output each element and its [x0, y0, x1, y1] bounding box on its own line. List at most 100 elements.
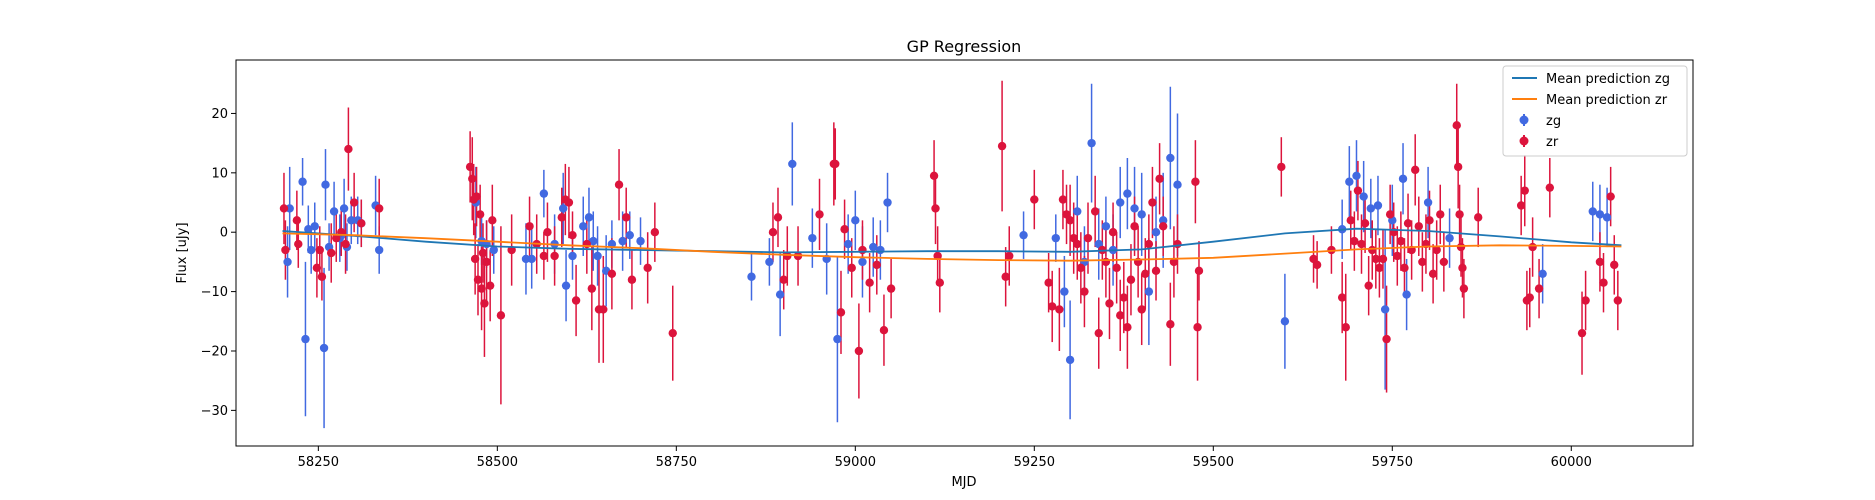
- zg-data-point: [306, 245, 316, 255]
- zr-data-point: [1581, 296, 1590, 305]
- zr-data-point: [477, 284, 486, 293]
- zr-data-point: [478, 248, 488, 258]
- zr-data-point: [1101, 257, 1111, 267]
- zg-data-point: [1398, 174, 1408, 183]
- zg-data-point: [374, 245, 384, 255]
- x-tick-label: 58500: [477, 455, 518, 470]
- zg-data-point: [561, 281, 571, 290]
- zr-data-point: [1094, 328, 1103, 338]
- zg-data-point: [1151, 228, 1161, 237]
- zg-data-point: [618, 236, 627, 246]
- x-tick-label: 59500: [1193, 455, 1234, 470]
- zr-data-point: [836, 308, 846, 317]
- zr-data-point: [1155, 174, 1164, 183]
- zg-data-point: [1073, 207, 1082, 216]
- zg-data-point: [876, 245, 885, 255]
- zr-data-point: [627, 275, 637, 284]
- zg-data-point: [1359, 192, 1368, 201]
- legend-box: [1502, 65, 1688, 157]
- zr-data-point: [1439, 257, 1449, 267]
- zr-data-point: [1364, 281, 1373, 290]
- zr-data-point: [1001, 272, 1010, 281]
- zr-data-point: [327, 248, 336, 258]
- zr-data-point: [1312, 260, 1322, 270]
- zr-data-point: [1169, 257, 1179, 267]
- zg-data-point: [843, 239, 853, 249]
- zg-data-point: [1602, 213, 1612, 222]
- zr-data-point: [614, 180, 624, 189]
- zr-data-point: [1119, 293, 1129, 302]
- zr-data-point: [1456, 242, 1466, 252]
- zr-data-point: [294, 239, 303, 249]
- zg-data-point: [1345, 177, 1354, 186]
- zg-data-point: [568, 251, 577, 261]
- zr-data-point: [281, 245, 290, 255]
- chart-title: GP Regression: [907, 37, 1022, 56]
- zg-data-point: [298, 177, 307, 186]
- zr-data-point: [341, 239, 350, 249]
- zr-data-point: [1112, 263, 1121, 273]
- zr-data-point: [847, 263, 856, 273]
- x-tick-label: 59250: [1014, 455, 1055, 470]
- x-tick-label: 58250: [298, 455, 339, 470]
- zr-data-point: [1516, 201, 1526, 210]
- zr-data-point: [1090, 207, 1100, 216]
- zg-data-point: [579, 222, 588, 231]
- y-tick-label: −20: [201, 344, 228, 359]
- zr-data-point: [773, 213, 783, 222]
- x-tick-label: 58750: [656, 455, 697, 470]
- zr-data-point: [997, 141, 1007, 151]
- zg-data-point: [1352, 171, 1361, 180]
- zg-data-point: [1060, 287, 1069, 296]
- zg-data-point: [310, 222, 319, 231]
- zr-data-point: [1148, 198, 1157, 207]
- zg-data-point: [1588, 207, 1597, 216]
- zg-data-point: [584, 213, 594, 222]
- zr-data-point: [1144, 239, 1154, 249]
- x-tick-label: 59000: [835, 455, 876, 470]
- zr-data-point: [473, 275, 483, 284]
- zr-data-point: [1452, 121, 1461, 130]
- zr-data-point: [1130, 222, 1139, 231]
- zr-data-point: [543, 228, 552, 237]
- zr-data-point: [1418, 257, 1427, 267]
- zg-data-point: [808, 233, 817, 243]
- zg-data-point: [1101, 222, 1111, 231]
- zg-data-point: [339, 204, 349, 213]
- zr-data-point: [854, 346, 864, 356]
- zr-data-point: [1350, 236, 1359, 246]
- legend-zr-marker: [1519, 136, 1529, 146]
- zr-data-point: [1375, 263, 1384, 273]
- zr-data-point: [607, 269, 617, 278]
- zg-data-point: [527, 254, 536, 264]
- zg-data-point: [283, 257, 292, 267]
- zg-data-point: [321, 180, 330, 189]
- zg-data-point: [301, 334, 310, 344]
- zr-data-point: [465, 162, 475, 172]
- zr-data-point: [488, 216, 497, 225]
- zg-data-point: [747, 272, 756, 281]
- zg-data-point: [1445, 233, 1454, 243]
- zr-data-point: [858, 245, 867, 255]
- zr-data-point: [1191, 177, 1200, 186]
- zr-data-point: [1396, 236, 1406, 246]
- zr-points: [279, 121, 1623, 356]
- zr-data-point: [1459, 284, 1469, 293]
- zr-data-point: [1411, 165, 1420, 175]
- zr-data-point: [525, 222, 534, 231]
- zr-data-point: [480, 299, 489, 308]
- zr-data-point: [1613, 296, 1623, 305]
- zr-data-point: [468, 174, 477, 183]
- x-axis-label: MJD: [951, 475, 976, 490]
- zr-data-point: [931, 204, 940, 213]
- zg-data-point: [1538, 269, 1547, 278]
- zr-data-point: [1166, 320, 1175, 329]
- zg-data-point: [489, 245, 498, 255]
- zr-data-point: [1005, 251, 1014, 261]
- zr-data-point: [317, 272, 327, 281]
- zr-data-point: [507, 245, 516, 255]
- zr-data-point: [1455, 210, 1464, 219]
- zr-data-point: [279, 204, 289, 213]
- zg-data-point: [539, 189, 549, 198]
